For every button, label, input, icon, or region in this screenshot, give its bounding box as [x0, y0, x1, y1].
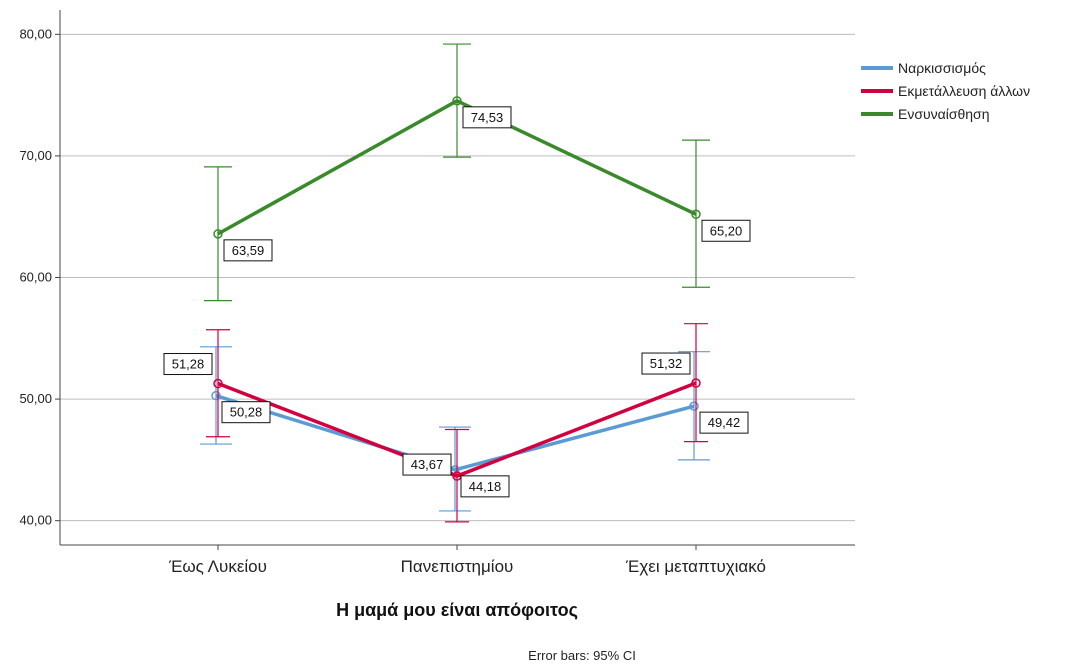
data-point — [691, 378, 701, 388]
data-point — [689, 401, 699, 411]
data-label-text: 43,67 — [411, 457, 444, 472]
data-label-text: 44,18 — [469, 479, 502, 494]
data-label-text: 51,32 — [650, 356, 683, 371]
y-tick-label: 60,00 — [19, 270, 52, 285]
data-label-text: 51,28 — [172, 357, 205, 372]
legend-label: Ενσυναίσθηση — [898, 106, 989, 122]
data-label: 65,20 — [701, 219, 751, 242]
data-label-text: 63,59 — [232, 243, 265, 258]
x-tick-label: Έως Λυκείου — [168, 557, 267, 576]
y-tick-label: 40,00 — [19, 513, 52, 528]
y-ticks: 40,00 50,00 60,00 70,00 80,00 — [19, 26, 60, 528]
data-label-box — [460, 475, 510, 498]
x-axis-title: Η μαμά μου είναι απόφοιτος — [336, 600, 578, 620]
data-label-box — [462, 106, 512, 129]
data-label-text: 74,53 — [471, 110, 504, 125]
data-label: 50,28 — [221, 401, 271, 424]
data-label: 49,42 — [699, 411, 749, 434]
y-tick-label: 50,00 — [19, 391, 52, 406]
x-ticks: Έως Λυκείου Πανεπιστημίου Έχει μεταπτυχιακ… — [168, 545, 766, 576]
x-tick-label: Πανεπιστημίου — [401, 557, 514, 576]
data-label: 63,59 — [223, 239, 273, 262]
data-point — [213, 229, 223, 239]
data-label-box — [221, 401, 271, 424]
data-label-text: 65,20 — [710, 223, 743, 238]
data-label: 51,32 — [641, 352, 691, 375]
data-labels: 50,28 44,18 49,42 51,28 43,67 51,32 63,59 74,53… — [163, 106, 751, 498]
y-tick-label: 70,00 — [19, 148, 52, 163]
data-point — [691, 209, 701, 220]
data-point — [452, 96, 462, 106]
gridlines — [60, 33, 855, 522]
data-label: 43,67 — [402, 453, 452, 476]
legend: Ναρκισσισμός Εκμετάλλευση άλλων Ενσυναίσθη… — [861, 60, 1030, 122]
data-label: 44,18 — [460, 475, 510, 498]
data-label: 74,53 — [462, 106, 512, 129]
legend-label: Εκμετάλλευση άλλων — [898, 83, 1030, 99]
series — [200, 43, 710, 523]
data-point — [211, 390, 221, 401]
series-line — [217, 381, 697, 478]
y-tick-label: 80,00 — [19, 26, 52, 41]
series-line — [215, 394, 695, 472]
data-label-box — [641, 352, 691, 375]
x-tick-label: Έχει μεταπτυχιακό — [625, 557, 766, 576]
error-bars-note: Error bars: 95% CI — [528, 648, 636, 663]
data-point — [213, 378, 223, 389]
data-label-box — [699, 411, 749, 434]
data-label-text: 50,28 — [230, 405, 263, 420]
data-label-box — [163, 353, 213, 376]
data-label: 51,28 — [163, 353, 213, 376]
data-label-text: 49,42 — [708, 415, 741, 430]
series-line — [217, 99, 697, 236]
data-label-box — [402, 453, 452, 476]
data-label-box — [701, 219, 751, 242]
data-label-box — [223, 239, 273, 262]
legend-label: Ναρκισσισμός — [898, 60, 986, 76]
